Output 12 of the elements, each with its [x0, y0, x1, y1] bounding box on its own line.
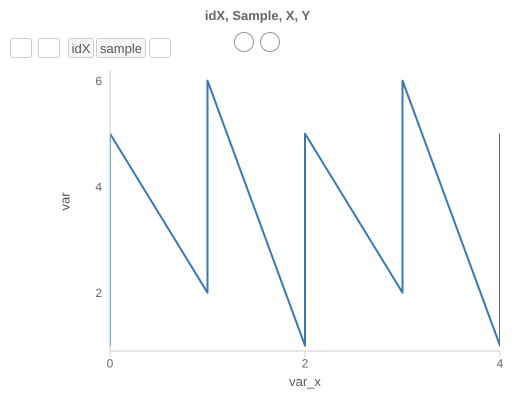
y-axis-title: var: [58, 192, 73, 210]
text: idX: [68, 38, 94, 58]
y-tick-label: 6: [95, 74, 102, 88]
chart-title: idX, Sample, X, Y: [204, 8, 312, 23]
x-axis-title: var_x: [289, 374, 322, 389]
y-tick-label: 4: [95, 180, 102, 194]
x-tick-label: 2: [302, 356, 309, 371]
text: sample: [96, 38, 146, 58]
y-tick-label: 2: [95, 286, 102, 300]
x-tick-label: 0: [106, 356, 114, 371]
line-series: [110, 80, 500, 347]
x-tick-label: 4: [496, 356, 504, 371]
